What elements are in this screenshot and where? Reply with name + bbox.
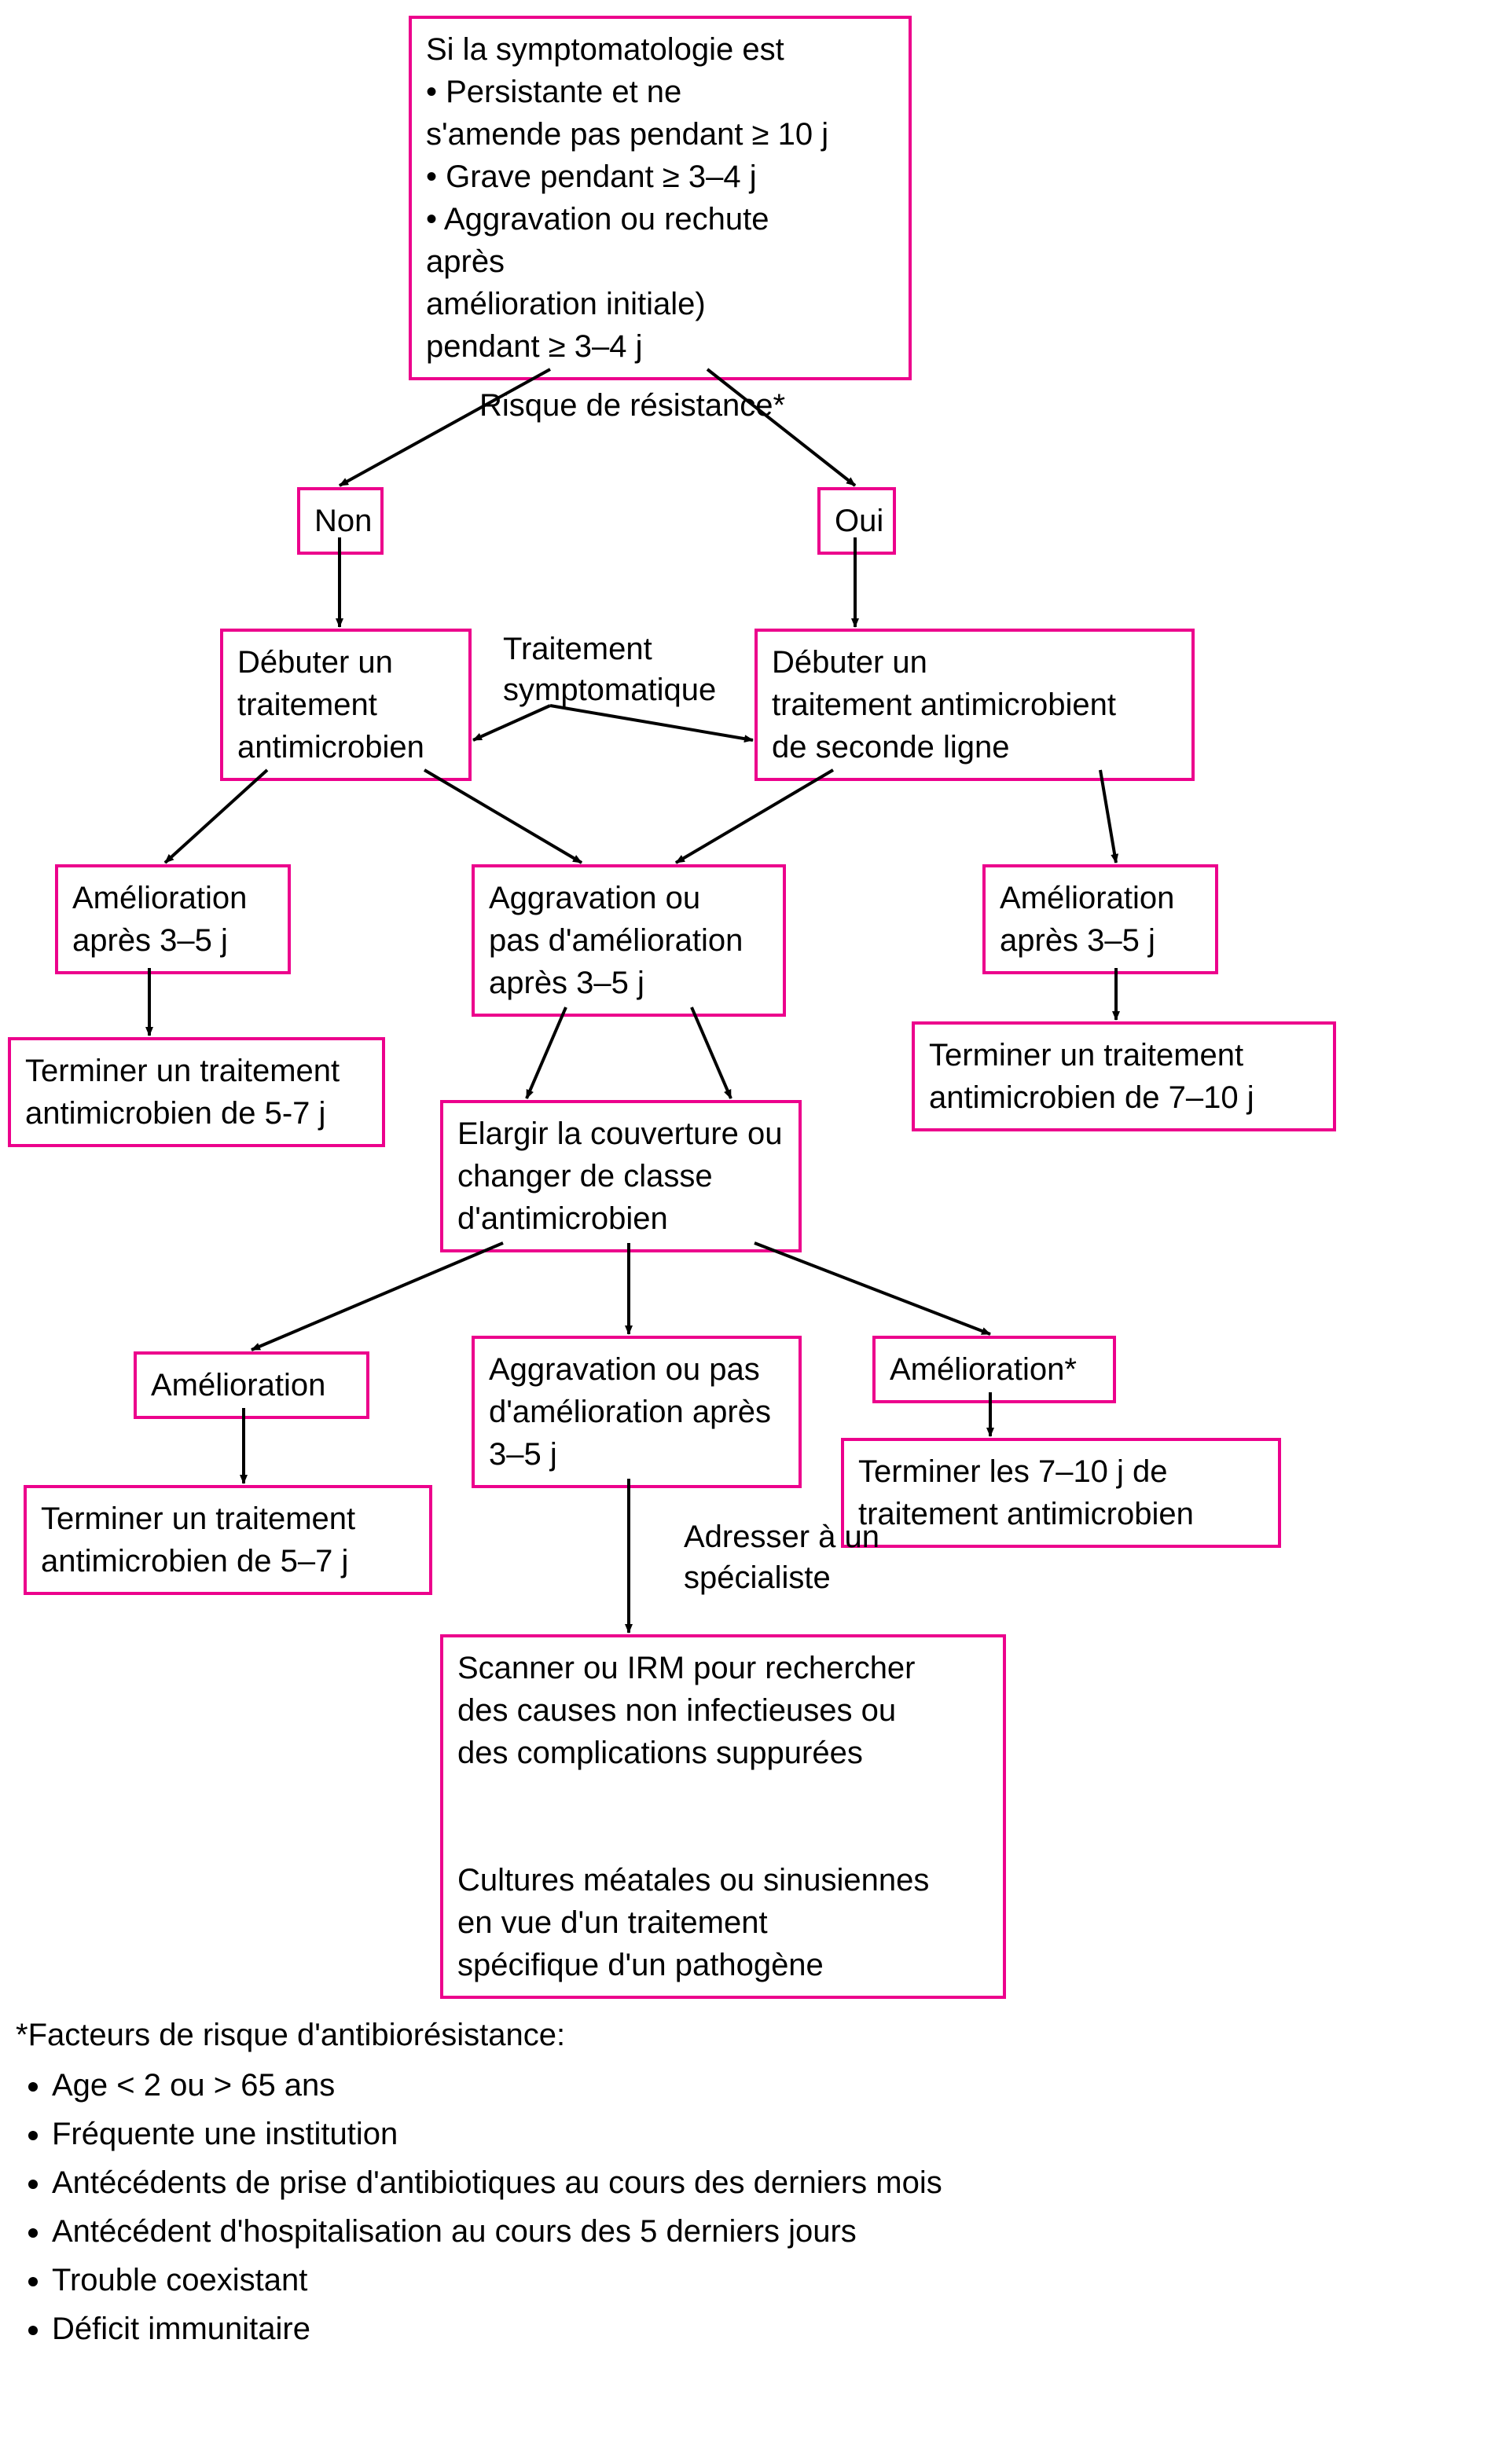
flowchart-node-elargir: Elargir la couverture ouchanger de class… (440, 1100, 802, 1252)
flowchart-label-traitement: Traitementsymptomatique (503, 629, 716, 710)
footnote: *Facteurs de risque d'antibiorésistance:… (16, 2011, 942, 2354)
flowchart-edge (676, 770, 833, 863)
flowchart-label-risque: Risque de résistance* (479, 385, 785, 426)
flowchart-edge (754, 1243, 990, 1334)
flowchart-node-amelio_g: Améliorationaprès 3–5 j (55, 864, 291, 974)
flowchart-node-non: Non (297, 487, 384, 555)
flowchart-node-terminer_d1: Terminer un traitementantimicrobien de 7… (912, 1021, 1336, 1131)
footnote-item: Antécédents de prise d'antibiotiques au … (52, 2159, 942, 2206)
flowchart-label-adresser: Adresser à unspécialiste (684, 1516, 879, 1598)
flowchart-node-debuter_gauche: Débuter untraitementantimicrobien (220, 629, 472, 781)
flowchart-edge (1100, 770, 1116, 863)
flowchart-edge (424, 770, 582, 863)
flowchart-edge (165, 770, 267, 863)
footnote-item: Trouble coexistant (52, 2257, 942, 2304)
flowchart-edge (527, 1007, 566, 1098)
flowchart-edge (252, 1243, 503, 1350)
flowchart-node-amelio_g2: Amélioration (134, 1351, 369, 1419)
flowchart-node-aggrav_centre: Aggravation oupas d'améliorationaprès 3–… (472, 864, 786, 1017)
footnote-title: *Facteurs de risque d'antibiorésistance: (16, 2011, 942, 2059)
footnote-item: Age < 2 ou > 65 ans (52, 2062, 942, 2109)
flowchart-node-oui: Oui (817, 487, 896, 555)
flowchart-node-terminer_g1: Terminer un traitementantimicrobien de 5… (8, 1037, 385, 1147)
flowchart-node-terminer_d2: Terminer les 7–10 j detraitement antimic… (841, 1438, 1281, 1548)
footnote-list: Age < 2 ou > 65 ansFréquente une institu… (16, 2062, 942, 2352)
footnote-item: Déficit immunitaire (52, 2305, 942, 2352)
flowchart-edge (550, 706, 753, 740)
footnote-item: Antécédent d'hospitalisation au cours de… (52, 2208, 942, 2255)
footnote-item: Fréquente une institution (52, 2110, 942, 2158)
flowchart-node-scanner: Scanner ou IRM pour rechercherdes causes… (440, 1634, 1006, 1999)
flowchart-node-amelio_d: Améliorationaprès 3–5 j (982, 864, 1218, 974)
flowchart-edge (692, 1007, 731, 1098)
flowchart-node-debuter_droite: Débuter untraitement antimicrobientde se… (754, 629, 1195, 781)
flowchart-node-terminer_g2: Terminer un traitementantimicrobien de 5… (24, 1485, 432, 1595)
flowchart-node-start: Si la symptomatologie est• Persistante e… (409, 16, 912, 380)
flowchart-node-amelio_d2: Amélioration* (872, 1336, 1116, 1403)
flowchart-edge (473, 706, 550, 740)
flowchart-node-aggrav2: Aggravation ou pasd'amélioration après3–… (472, 1336, 802, 1488)
